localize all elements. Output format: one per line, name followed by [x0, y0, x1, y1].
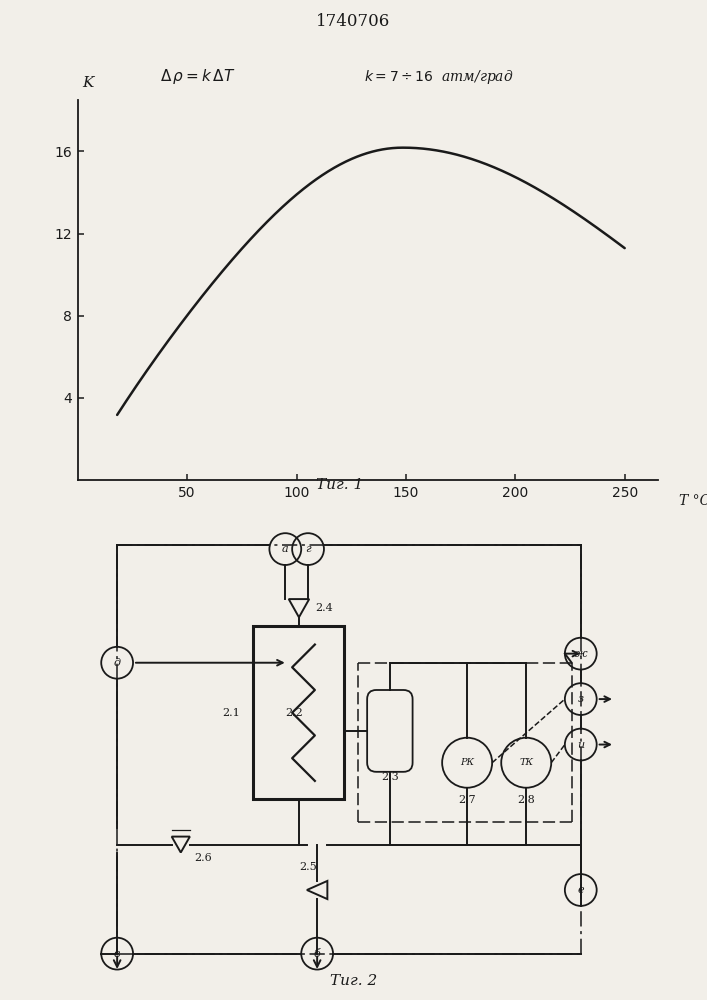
Text: е: е	[578, 885, 584, 895]
Bar	[254, 626, 344, 799]
Text: 1740706: 1740706	[316, 13, 391, 30]
Text: $\Delta\,\rho = k\,\Delta T$: $\Delta\,\rho = k\,\Delta T$	[160, 67, 235, 86]
Text: б: б	[314, 949, 320, 959]
Text: д: д	[114, 658, 121, 668]
Text: $k = 7\div16$  атм/град: $k = 7\div16$ атм/град	[363, 68, 513, 86]
Text: РК: РК	[460, 758, 474, 767]
Text: K: K	[82, 76, 93, 90]
Text: а: а	[282, 544, 288, 554]
Text: в: в	[114, 949, 120, 959]
Text: ТК: ТК	[519, 758, 533, 767]
Text: 2.1: 2.1	[222, 708, 240, 718]
Text: Τиг. 2: Τиг. 2	[330, 974, 377, 988]
Text: 2.7: 2.7	[458, 795, 476, 805]
Polygon shape	[288, 599, 309, 617]
Text: Τиг. 1: Τиг. 1	[316, 478, 363, 492]
Polygon shape	[307, 881, 327, 899]
Polygon shape	[172, 837, 190, 852]
Text: з: з	[578, 694, 584, 704]
Text: 2.6: 2.6	[194, 853, 212, 863]
Text: 2.2: 2.2	[286, 708, 303, 718]
Text: 2.3: 2.3	[381, 772, 399, 782]
Text: 2.4: 2.4	[315, 603, 332, 613]
Text: 2.5: 2.5	[299, 862, 317, 872]
Text: 2.8: 2.8	[518, 795, 535, 805]
Text: и: и	[577, 740, 584, 750]
Text: T °C: T °C	[679, 494, 707, 508]
Text: ж: ж	[575, 649, 587, 659]
Text: г: г	[305, 544, 311, 554]
